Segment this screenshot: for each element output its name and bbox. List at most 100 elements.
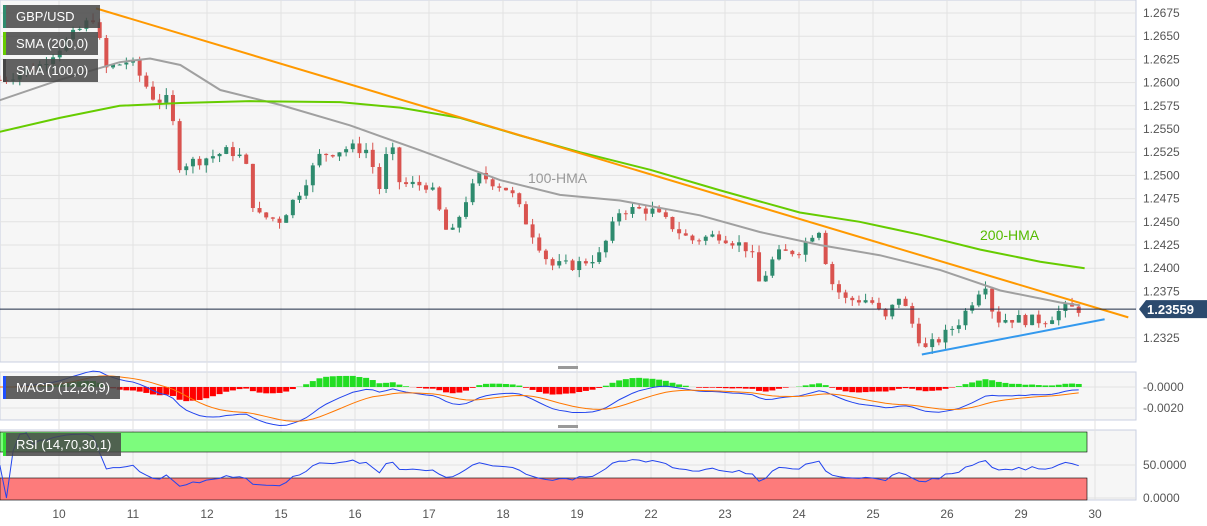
x-tick-label: 10 (52, 507, 66, 521)
candle (384, 154, 389, 189)
macd-histogram-bar (975, 380, 982, 387)
candle (1003, 320, 1008, 323)
x-tick-label: 23 (718, 507, 732, 521)
macd-histogram-bar (363, 377, 370, 387)
macd-histogram-bar (456, 387, 463, 393)
candle (1036, 314, 1041, 324)
candle (1043, 323, 1048, 325)
candle (930, 339, 935, 348)
macd-histogram-bar (882, 387, 889, 392)
sma200-legend[interactable]: SMA (200,0) (3, 32, 99, 55)
macd-histogram-bar (1055, 384, 1062, 387)
macd-histogram-bar (482, 383, 489, 387)
macd-histogram-bar (909, 387, 916, 389)
candle (623, 213, 628, 215)
macd-histogram-bar (616, 380, 623, 387)
candle (170, 95, 175, 122)
candle (823, 232, 828, 265)
y-tick-label: 1.2600 (1143, 76, 1180, 90)
x-tick-label: 12 (200, 507, 214, 521)
macd-histogram-bar (1042, 385, 1049, 387)
candle (370, 149, 375, 168)
macd-histogram-bar (369, 380, 376, 387)
candle (610, 221, 615, 241)
candle (317, 153, 322, 166)
macd-histogram-bar (642, 378, 649, 387)
candle (730, 243, 735, 246)
candle (657, 208, 662, 213)
candle (510, 190, 515, 194)
macd-histogram-bar (329, 376, 336, 387)
macd-histogram-bar (889, 387, 896, 391)
macd-histogram-bar (343, 375, 350, 387)
sma100-legend[interactable]: SMA (100,0) (3, 59, 99, 82)
macd-histogram-bar (696, 387, 703, 388)
candle (557, 261, 562, 266)
candle (590, 262, 595, 264)
y-tick-label: 1.2475 (1143, 192, 1180, 206)
macd-histogram-bar (835, 387, 842, 390)
macd-histogram-bar (895, 387, 902, 389)
macd-histogram-bar (176, 387, 183, 400)
macd-histogram-bar (962, 384, 969, 387)
macd-histogram-bar (423, 387, 430, 389)
macd-histogram-bar (130, 387, 136, 391)
candle (177, 121, 182, 171)
candle (450, 227, 455, 230)
macd-histogram-bar (463, 387, 469, 391)
candle (1076, 306, 1081, 313)
candle (643, 208, 648, 214)
macd-histogram-bar (269, 387, 276, 394)
macd-histogram-bar (929, 387, 936, 391)
macd-histogram-bar (1029, 384, 1036, 387)
macd-histogram-bar (849, 387, 856, 393)
x-tick-label: 26 (940, 507, 954, 521)
macd-histogram-bar (522, 387, 529, 388)
candle (424, 185, 429, 190)
candle (697, 240, 702, 242)
candle (470, 183, 475, 203)
macd-histogram-bar (403, 386, 410, 387)
candle (244, 154, 249, 164)
macd-histogram-bar (1035, 385, 1042, 387)
macd-histogram-bar (702, 387, 709, 388)
candle (797, 254, 801, 256)
macd-histogram-bar (569, 387, 576, 394)
macd-histogram-bar (589, 387, 596, 390)
candle (843, 292, 848, 298)
x-tick-label: 11 (127, 507, 140, 521)
y-tick-label: 1.2375 (1143, 284, 1180, 298)
macd-histogram-bar (815, 383, 822, 387)
macd-legend[interactable]: MACD (12,26,9) (3, 376, 120, 399)
candle (97, 22, 102, 38)
macd-histogram-bar (682, 385, 689, 387)
candle (910, 306, 915, 324)
x-tick-label: 25 (866, 507, 880, 521)
macd-histogram-bar (276, 387, 283, 393)
rsi-legend[interactable]: RSI (14,70,30,1) (3, 433, 122, 456)
candle (477, 172, 482, 184)
candle (856, 300, 861, 303)
macd-histogram-bar (769, 387, 776, 391)
macd-histogram-bar (1022, 384, 1029, 387)
macd-histogram-bar (469, 387, 476, 388)
macd-histogram-bar (862, 387, 869, 393)
candle (1023, 315, 1028, 326)
macd-histogram-bar (516, 385, 523, 387)
x-tick-label: 30 (1088, 507, 1102, 521)
y-tick-label: 1.2425 (1143, 238, 1180, 252)
candle (630, 207, 635, 214)
macd-histogram-bar (756, 387, 763, 391)
candle (357, 143, 362, 154)
candle (870, 300, 875, 303)
macd-histogram-bar (1049, 385, 1056, 387)
candle (703, 236, 708, 241)
macd-histogram-bar (749, 387, 756, 389)
macd-histogram-bar (602, 385, 609, 387)
candle (410, 181, 415, 185)
rsi-tick-label: 50.0000 (1143, 458, 1187, 472)
macd-histogram-bar (556, 387, 563, 395)
macd-histogram-bar (536, 387, 543, 393)
macd-histogram-bar (263, 387, 270, 394)
candle (464, 202, 468, 217)
